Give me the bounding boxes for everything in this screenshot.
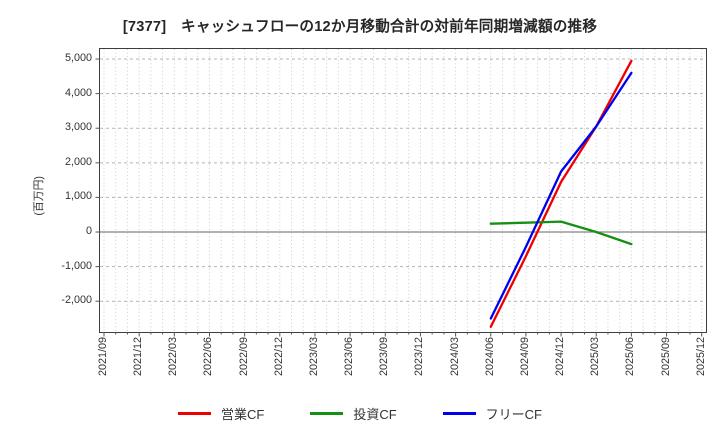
- y-tick-label: 2,000: [64, 155, 92, 168]
- x-tick-label: 2023/09: [378, 337, 391, 377]
- legend-line-operating-cf-icon: [177, 412, 211, 415]
- x-tick-label: 2023/12: [413, 337, 426, 377]
- x-tick-label: 2022/09: [237, 337, 250, 377]
- x-tick-label: 2023/06: [343, 337, 356, 377]
- x-tick-label: 2025/06: [624, 337, 637, 377]
- x-tick-label: 2025/09: [659, 337, 672, 377]
- y-tick-label: -2,000: [61, 294, 92, 307]
- legend-label-investing-cf: 投資CF: [353, 407, 397, 422]
- x-tick-label: 2024/06: [483, 337, 496, 377]
- chart-title: [7377] キャッシュフローの12か月移動合計の対前年同期増減額の推移: [122, 19, 598, 35]
- series-line-investing-cf: [489, 220, 633, 246]
- legend-label-free-cf: フリーCF: [485, 407, 543, 422]
- y-tick-label: 3,000: [64, 121, 92, 134]
- legend-item-operating-cf: 営業CF: [177, 404, 265, 423]
- legend-line-free-cf-icon: [442, 412, 476, 415]
- x-tick-label: 2024/09: [518, 337, 531, 377]
- x-tick-label: 2024/03: [448, 337, 461, 377]
- y-tick-label: 1,000: [64, 190, 92, 203]
- x-tick-label: 2023/03: [307, 337, 320, 377]
- legend-item-free-cf: フリーCF: [442, 404, 543, 423]
- x-tick-label: 2022/03: [167, 337, 180, 377]
- x-tick-label: 2021/09: [97, 337, 109, 377]
- legend: 営業CF 投資CF フリーCF: [0, 404, 720, 423]
- y-tick-label: -1,000: [61, 259, 92, 272]
- y-tick-label: 5,000: [64, 52, 92, 65]
- series-line-operating-cf: [489, 59, 633, 328]
- legend-item-investing-cf: 投資CF: [310, 404, 397, 423]
- x-tick-label: 2025/03: [589, 337, 602, 377]
- y-tick-label: 0: [85, 225, 92, 238]
- plot-area: [95, 48, 707, 337]
- series-line-free-cf: [489, 71, 633, 320]
- legend-label-operating-cf: 営業CF: [220, 407, 265, 422]
- plot-canvas: [95, 49, 706, 337]
- x-tick-label: 2021/12: [132, 337, 145, 377]
- x-tick-label: 2024/12: [554, 337, 567, 377]
- legend-line-investing-cf-icon: [310, 412, 344, 415]
- x-tick-label: 2022/06: [202, 337, 215, 377]
- x-tick-label: 2022/12: [272, 337, 285, 377]
- y-tick-label: 4,000: [64, 86, 92, 99]
- x-tick-label: 2025/12: [694, 337, 707, 377]
